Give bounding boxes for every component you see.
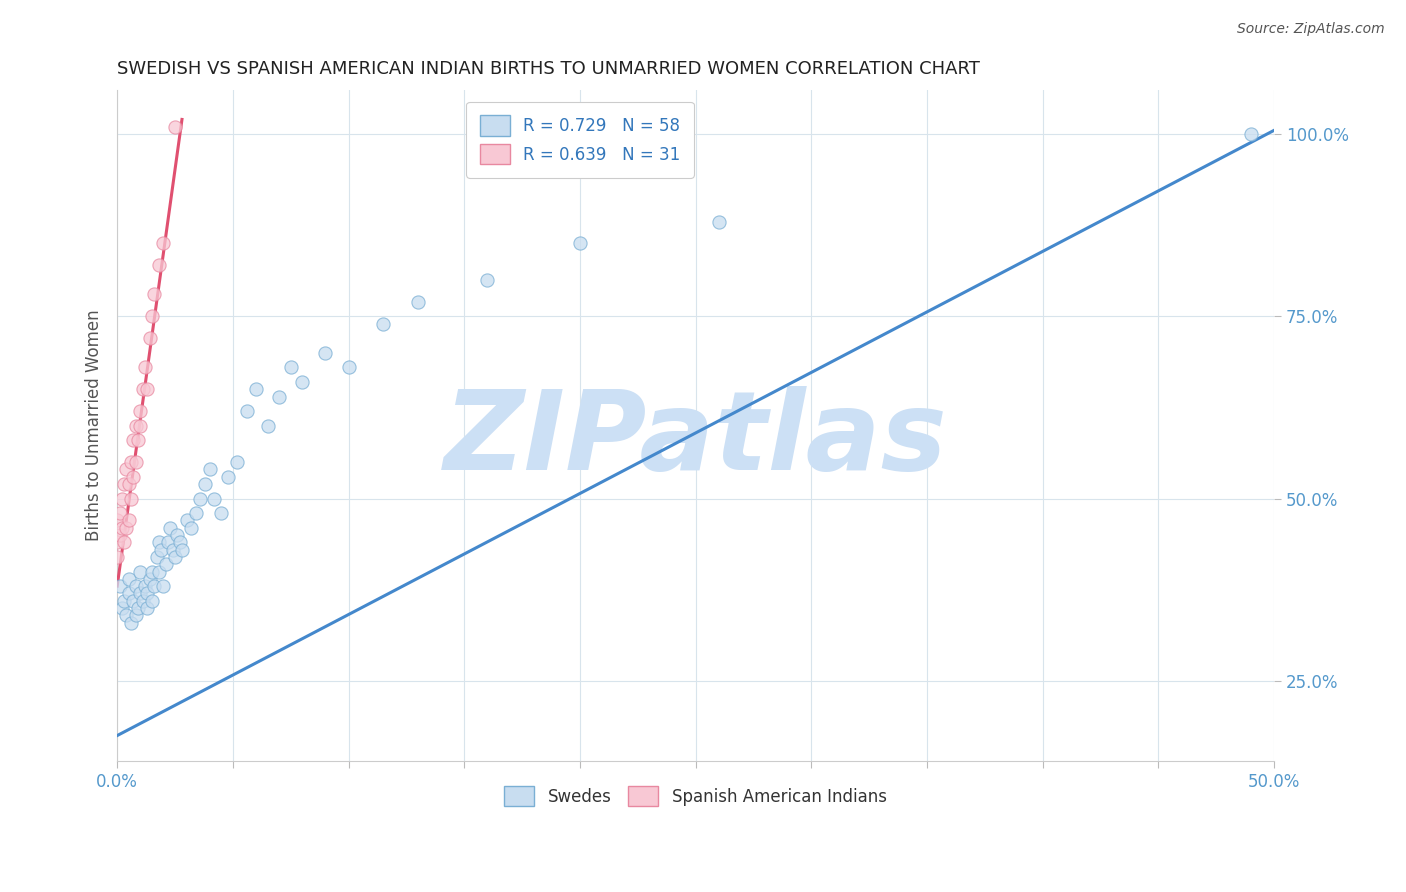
- Point: [127, 434, 149, 448]
- Point: [108, 579, 131, 593]
- Point: [111, 491, 134, 506]
- Point: [120, 491, 142, 506]
- Text: Source: ZipAtlas.com: Source: ZipAtlas.com: [1237, 22, 1385, 37]
- Point: [150, 542, 173, 557]
- Point: [163, 120, 186, 134]
- Point: [129, 565, 152, 579]
- Point: [125, 418, 148, 433]
- Point: [217, 469, 239, 483]
- Point: [280, 360, 302, 375]
- Point: [406, 294, 429, 309]
- Point: [125, 455, 148, 469]
- Point: [122, 469, 145, 483]
- Point: [108, 506, 131, 520]
- Point: [136, 382, 159, 396]
- Point: [190, 491, 212, 506]
- Point: [176, 513, 198, 527]
- Point: [136, 586, 159, 600]
- Point: [157, 535, 180, 549]
- Point: [148, 535, 170, 549]
- Point: [159, 521, 181, 535]
- Point: [108, 528, 131, 542]
- Point: [145, 549, 167, 564]
- Point: [111, 601, 134, 615]
- Point: [291, 375, 314, 389]
- Point: [1240, 127, 1263, 141]
- Point: [138, 572, 160, 586]
- Point: [138, 331, 160, 345]
- Point: [118, 477, 141, 491]
- Point: [180, 521, 202, 535]
- Point: [120, 615, 142, 630]
- Point: [373, 317, 395, 331]
- Point: [129, 586, 152, 600]
- Point: [120, 455, 142, 469]
- Point: [226, 455, 249, 469]
- Point: [163, 549, 186, 564]
- Point: [148, 565, 170, 579]
- Point: [111, 521, 134, 535]
- Point: [105, 535, 128, 549]
- Point: [236, 404, 259, 418]
- Point: [477, 273, 499, 287]
- Point: [115, 608, 138, 623]
- Point: [143, 579, 166, 593]
- Point: [112, 477, 135, 491]
- Point: [118, 572, 141, 586]
- Point: [122, 434, 145, 448]
- Point: [105, 513, 128, 527]
- Point: [115, 521, 138, 535]
- Point: [143, 287, 166, 301]
- Point: [129, 404, 152, 418]
- Point: [155, 558, 177, 572]
- Point: [115, 462, 138, 476]
- Point: [112, 593, 135, 607]
- Point: [134, 360, 156, 375]
- Point: [269, 390, 291, 404]
- Point: [568, 236, 591, 251]
- Point: [134, 579, 156, 593]
- Legend: Swedes, Spanish American Indians: Swedes, Spanish American Indians: [498, 780, 893, 814]
- Point: [141, 593, 163, 607]
- Point: [707, 214, 730, 228]
- Point: [141, 565, 163, 579]
- Point: [194, 477, 217, 491]
- Point: [256, 418, 278, 433]
- Point: [209, 506, 232, 520]
- Point: [105, 549, 128, 564]
- Point: [162, 542, 184, 557]
- Point: [136, 601, 159, 615]
- Point: [170, 542, 193, 557]
- Point: [166, 528, 188, 542]
- Point: [125, 579, 148, 593]
- Point: [131, 593, 153, 607]
- Point: [131, 382, 153, 396]
- Point: [118, 513, 141, 527]
- Point: [127, 601, 149, 615]
- Point: [169, 535, 191, 549]
- Point: [245, 382, 267, 396]
- Point: [202, 491, 225, 506]
- Point: [152, 236, 174, 251]
- Text: ZIPatlas: ZIPatlas: [444, 385, 948, 492]
- Point: [112, 535, 135, 549]
- Point: [118, 586, 141, 600]
- Point: [125, 608, 148, 623]
- Point: [129, 418, 152, 433]
- Y-axis label: Births to Unmarried Women: Births to Unmarried Women: [86, 310, 103, 541]
- Point: [152, 579, 174, 593]
- Point: [337, 360, 360, 375]
- Point: [198, 462, 221, 476]
- Point: [148, 258, 170, 272]
- Point: [314, 345, 336, 359]
- Point: [184, 506, 207, 520]
- Text: SWEDISH VS SPANISH AMERICAN INDIAN BIRTHS TO UNMARRIED WOMEN CORRELATION CHART: SWEDISH VS SPANISH AMERICAN INDIAN BIRTH…: [117, 60, 980, 78]
- Point: [122, 593, 145, 607]
- Point: [141, 310, 163, 324]
